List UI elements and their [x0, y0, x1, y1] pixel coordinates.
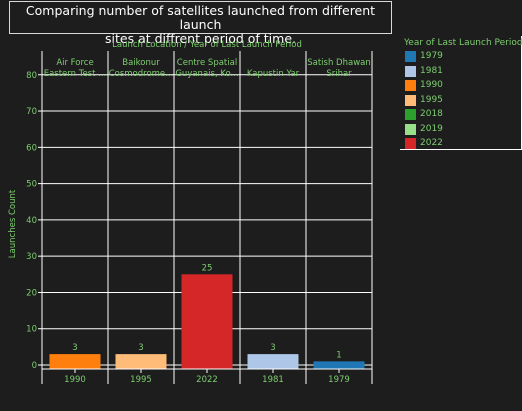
- facet-label: Air Force: [56, 58, 93, 68]
- facet-3: Kapustin Yar 3 1981: [247, 69, 300, 385]
- legend-swatch: [405, 109, 416, 120]
- legend-swatch: [405, 80, 416, 91]
- bar-value-label: 3: [72, 343, 77, 353]
- bar-value-label: 1: [336, 350, 341, 360]
- legend-label: 1981: [420, 65, 443, 76]
- y-tick-label: 40: [26, 216, 37, 226]
- y-tick-label: 60: [26, 143, 37, 153]
- x-tick-label: 1990: [64, 375, 86, 385]
- bar-1990[interactable]: [49, 354, 101, 369]
- legend-swatch: [405, 94, 416, 106]
- bar-1981[interactable]: [247, 354, 299, 369]
- y-axis: 0 10 20 30 40 50 60 70 80: [26, 71, 372, 371]
- bar-value-label: 3: [270, 343, 275, 353]
- facet-label: Cosmodrome...: [109, 69, 174, 79]
- legend-swatch: [405, 138, 416, 149]
- facet-label: Baikonur: [122, 58, 160, 68]
- legend-label: 1979: [420, 51, 443, 61]
- bar-1995[interactable]: [115, 354, 167, 369]
- facet-label: Eastern Test ...: [44, 69, 107, 79]
- legend-swatch: [405, 65, 416, 77]
- facet-label: Kapustin Yar: [247, 69, 300, 79]
- legend-label: 1995: [420, 94, 443, 105]
- x-tick-label: 1979: [328, 375, 350, 385]
- legend-label: 2022: [420, 138, 443, 148]
- facet-label: Centre Spatial: [177, 58, 237, 68]
- x-tick-label: 2022: [196, 375, 218, 385]
- facet-label: Satish Dhawan: [307, 58, 371, 68]
- bar-2022[interactable]: [181, 274, 233, 369]
- y-tick-label: 30: [26, 252, 37, 262]
- legend-swatch: [405, 51, 416, 62]
- y-tick-label: 0: [32, 361, 37, 371]
- y-tick-label: 70: [26, 107, 37, 117]
- y-tick-label: 10: [26, 325, 37, 335]
- legend-swatch: [405, 123, 416, 135]
- chart-title: Comparing number of satellites launched …: [9, 1, 392, 46]
- bar-value-label: 25: [202, 263, 213, 273]
- x-tick-label: 1995: [130, 375, 152, 385]
- legend: Year of Last Launch Period 1979 1981 1990 1…: [400, 36, 522, 150]
- y-tick-label: 20: [26, 288, 37, 298]
- facet-label: Guyanais, Ko...: [175, 69, 238, 79]
- legend-title: Year of Last Launch Period: [404, 38, 522, 48]
- legend-label: 1990: [420, 80, 443, 90]
- legend-label: 2019: [420, 123, 443, 134]
- legend-label: 2018: [420, 109, 443, 119]
- facet-header: Launch Location / Year of Last Launch Pe…: [112, 40, 302, 50]
- y-tick-label: 50: [26, 180, 37, 190]
- y-tick-label: 80: [26, 71, 37, 81]
- y-axis-label: Launches Count: [8, 189, 18, 258]
- bar-1979[interactable]: [313, 361, 365, 369]
- x-tick-label: 1981: [262, 375, 284, 385]
- bar-value-label: 3: [138, 343, 143, 353]
- facet-label: Srihar: [326, 69, 352, 79]
